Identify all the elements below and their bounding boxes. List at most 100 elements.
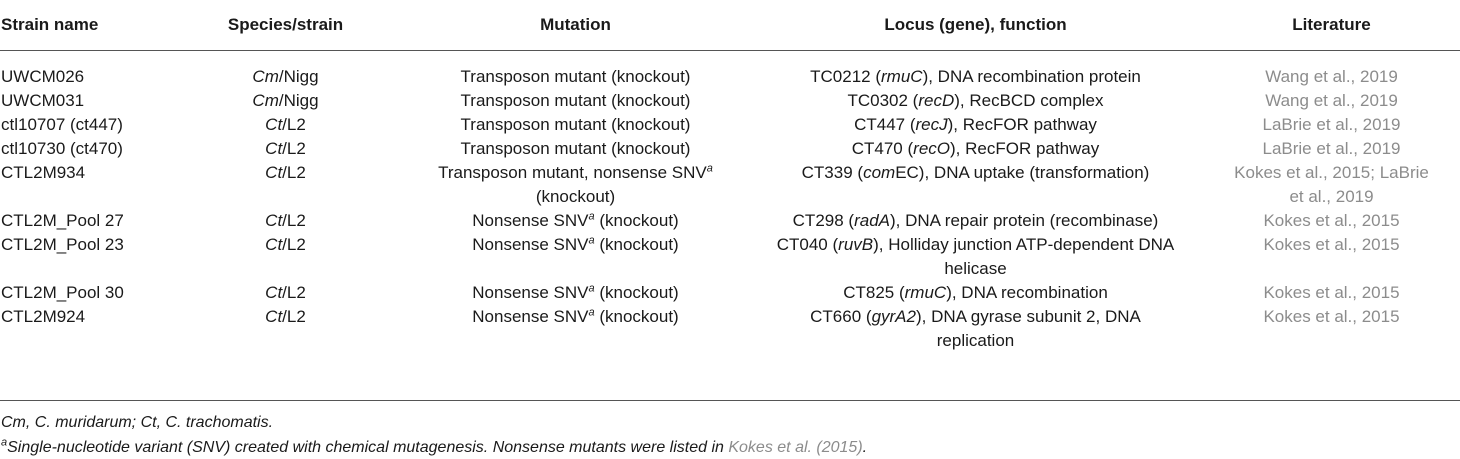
cell-mutation: Nonsense SNVa (knockout) — [403, 281, 748, 305]
cell-literature: LaBrie et al., 2019 — [1203, 113, 1460, 137]
strain-suffix: /L2 — [282, 235, 306, 254]
header-mutation: Mutation — [403, 0, 748, 51]
strain-suffix: /L2 — [282, 163, 306, 182]
gene-name: ruvB — [838, 235, 874, 254]
literature-link[interactable]: Kokes et al., 2015; LaBrie — [1234, 163, 1429, 182]
cell-species-strain: Ct/L2 — [168, 209, 403, 233]
locus-function: ), Holliday junction ATP-dependent DNA — [873, 235, 1175, 254]
superscript-a: a — [588, 306, 595, 319]
header-row: Strain name Species/strain Mutation Locu… — [0, 0, 1460, 51]
literature-link[interactable]: LaBrie et al., 2019 — [1262, 115, 1401, 134]
header-species-strain: Species/strain — [168, 0, 403, 51]
locus-function: ), DNA gyrase subunit 2, DNA — [915, 307, 1141, 326]
strain-suffix: /Nigg — [278, 91, 319, 110]
locus-function: ), DNA repair protein (recombinase) — [890, 211, 1159, 230]
cell-species-strain: Ct/L2 — [168, 137, 403, 161]
literature-link[interactable]: Wang et al., 2019 — [1265, 67, 1398, 86]
table-row: ctl10707 (ct447) Ct/L2 Transposon mutant (… — [0, 113, 1460, 137]
strain-suffix: /L2 — [282, 139, 306, 158]
superscript-a: a — [588, 282, 595, 295]
cell-mutation: Nonsense SNVa (knockout) — [403, 233, 748, 281]
species-abbrev: Ct — [265, 235, 283, 254]
table-row: CTL2M_Pool 23 Ct/L2 Nonsense SNVa (knockou… — [0, 233, 1460, 281]
locus-function-line2: replication — [936, 331, 1015, 350]
gene-name: gyrA2 — [871, 307, 916, 326]
species-abbrev: Cm — [252, 67, 279, 86]
gene-name: radA — [854, 211, 890, 230]
cell-literature: Kokes et al., 2015 — [1203, 305, 1460, 353]
cell-locus-function: CT825 (rmuC), DNA recombination — [748, 281, 1203, 305]
cell-locus-function: TC0302 (recD), RecBCD complex — [748, 89, 1203, 113]
cell-strain-name: UWCM026 — [1, 67, 85, 86]
table-row: CTL2M934 Ct/L2 Transposon mutant, nonsense… — [0, 161, 1460, 209]
cell-literature: LaBrie et al., 2019 — [1203, 137, 1460, 161]
cell-locus-function: CT447 (recJ), RecFOR pathway — [748, 113, 1203, 137]
gene-name: com — [863, 163, 896, 182]
header-literature: Literature — [1203, 0, 1460, 51]
superscript-a: a — [588, 234, 595, 247]
strain-suffix: /Nigg — [278, 67, 319, 86]
table-row: ctl10730 (ct470) Ct/L2 Transposon mutant (… — [0, 137, 1460, 161]
mutation-text: Nonsense SNV — [472, 307, 589, 326]
table-bottom-rule — [0, 400, 1460, 401]
cell-mutation: Nonsense SNVa (knockout) — [403, 305, 748, 353]
locus-prefix: TC0302 ( — [847, 91, 919, 110]
cell-literature: Kokes et al., 2015 — [1203, 233, 1460, 281]
footnote-a-marker: a — [1, 436, 8, 449]
literature-link[interactable]: Kokes et al., 2015 — [1263, 307, 1400, 326]
literature-link[interactable]: Kokes et al., 2015 — [1263, 283, 1400, 302]
mutation-knockout: (knockout) — [594, 283, 679, 302]
header-locus-function: Locus (gene), function — [748, 0, 1203, 51]
cell-species-strain: Cm/Nigg — [168, 89, 403, 113]
footnote-a-end: . — [862, 439, 868, 456]
literature-link[interactable]: Kokes et al., 2015 — [1263, 235, 1400, 254]
literature-link[interactable]: Wang et al., 2019 — [1265, 91, 1398, 110]
superscript-a: a — [588, 210, 595, 223]
locus-prefix: CT339 ( — [801, 163, 864, 182]
cell-locus-function: CT040 (ruvB), Holliday junction ATP-depe… — [748, 233, 1203, 281]
footnote-a-reference-link[interactable]: Kokes et al. (2015) — [728, 439, 863, 456]
mutation-text: Nonsense SNV — [472, 283, 589, 302]
species-abbrev: Ct — [265, 115, 283, 134]
cell-locus-function: TC0212 (rmuC), DNA recombination protein — [748, 51, 1203, 90]
locus-function: ), RecFOR pathway — [950, 139, 1100, 158]
gene-name: recJ — [915, 115, 948, 134]
literature-link[interactable]: LaBrie et al., 2019 — [1262, 139, 1401, 158]
strain-suffix: /L2 — [282, 283, 306, 302]
locus-prefix: CT298 ( — [792, 211, 855, 230]
table-row: UWCM026 Cm/Nigg Transposon mutant (knockou… — [0, 51, 1460, 90]
cell-species-strain: Ct/L2 — [168, 161, 403, 209]
cell-species-strain: Ct/L2 — [168, 233, 403, 281]
cell-species-strain: Ct/L2 — [168, 281, 403, 305]
literature-link[interactable]: Kokes et al., 2015 — [1263, 211, 1400, 230]
cell-species-strain: Ct/L2 — [168, 113, 403, 137]
cell-mutation: Nonsense SNVa (knockout) — [403, 209, 748, 233]
footnote-abbreviations: Cm, C. muridarum; Ct, C. trachomatis. — [1, 414, 274, 431]
locus-prefix: CT040 ( — [776, 235, 839, 254]
mutation-text: Nonsense SNV — [472, 211, 589, 230]
table-row: CTL2M_Pool 30 Ct/L2 Nonsense SNVa (knockou… — [0, 281, 1460, 305]
locus-function: ), RecBCD complex — [954, 91, 1104, 110]
mutation-text: Transposon mutant (knockout) — [460, 139, 691, 158]
gene-name: recD — [918, 91, 955, 110]
locus-prefix: TC0212 ( — [810, 67, 882, 86]
species-abbrev: Ct — [265, 211, 283, 230]
locus-function: EC), DNA uptake (transformation) — [895, 163, 1150, 182]
cell-locus-function: CT470 (recO), RecFOR pathway — [748, 137, 1203, 161]
mutation-text: Transposon mutant, nonsense SNV — [438, 163, 707, 182]
strain-table: Strain name Species/strain Mutation Locu… — [0, 0, 1460, 354]
literature-link-line2[interactable]: et al., 2019 — [1289, 187, 1374, 206]
cell-species-strain: Ct/L2 — [168, 305, 403, 353]
footnote-a: aSingle-nucleotide variant (SNV) created… — [1, 436, 868, 458]
mutation-text: Nonsense SNV — [472, 235, 589, 254]
cell-species-strain: Cm/Nigg — [168, 51, 403, 90]
table-body: UWCM026 Cm/Nigg Transposon mutant (knockou… — [0, 51, 1460, 354]
strain-suffix: /L2 — [282, 211, 306, 230]
locus-function-line2: helicase — [944, 259, 1007, 278]
table-row: UWCM031 Cm/Nigg Transposon mutant (knockou… — [0, 89, 1460, 113]
cell-strain-name: CTL2M_Pool 27 — [1, 211, 124, 230]
species-abbrev: Ct — [265, 139, 283, 158]
table-row: CTL2M_Pool 27 Ct/L2 Nonsense SNVa (knockou… — [0, 209, 1460, 233]
strain-suffix: /L2 — [282, 307, 306, 326]
